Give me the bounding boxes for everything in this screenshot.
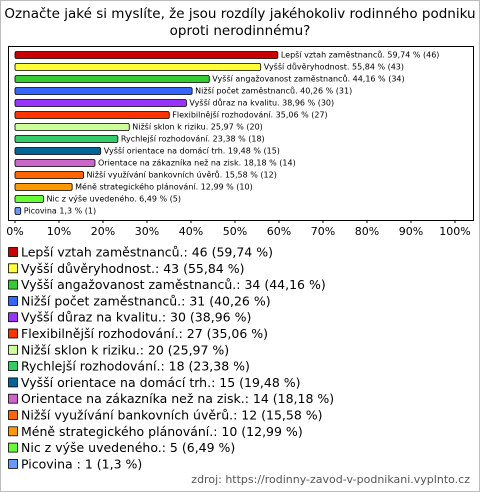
bar	[14, 87, 193, 95]
legend-swatch	[8, 344, 18, 355]
bar	[14, 195, 44, 203]
legend-label: Orientace na zákazníka než na zisk.: 14 …	[21, 391, 334, 406]
bar	[14, 75, 210, 83]
legend-swatch	[8, 328, 18, 339]
bar	[14, 63, 262, 71]
x-tick-label: 10%	[47, 225, 71, 238]
source: zdroj: https://rodinny-zavod-v-podnikani…	[191, 473, 470, 486]
legend-label: Nižší využívání bankovních úvěrů.: 12 (1…	[21, 408, 323, 423]
bar	[14, 51, 279, 59]
legend-label: Vyšší důvěryhodnost.: 43 (55,84 %)	[21, 261, 244, 276]
x-tick-label: 100%	[439, 225, 470, 238]
x-tick-label: 0%	[6, 225, 23, 238]
legend-label: Nižší sklon k riziku.: 20 (25,97 %)	[21, 342, 229, 357]
legend-label: Méně strategického plánování.: 10 (12,99…	[21, 424, 303, 439]
data-label: Nic z výše uvedeného. 6,49 % (5)	[47, 194, 181, 204]
x-tick-label: 40%	[179, 225, 203, 238]
data-label: Vyšší důraz na kvalitu. 38,96 % (30)	[189, 98, 334, 108]
legend-swatch	[8, 410, 18, 420]
legend-label: Vyšší důraz na kvalitu.: 30 (38,96 %)	[21, 310, 251, 325]
data-label: Nižší počet zaměstnanců. 40,26 % (31)	[195, 86, 352, 96]
x-tick-label: 80%	[355, 225, 379, 238]
legend-label: Picovina : 1 (1,3 %)	[21, 456, 142, 471]
legend-swatch	[8, 426, 18, 437]
data-label: Méně strategického plánování. 12,99 % (1…	[75, 182, 253, 192]
legend-label: Nic z výše uvedeného.: 5 (6,49 %)	[21, 440, 235, 455]
legend-label: Vyšší angažovanost zaměstnanců.: 34 (44,…	[21, 277, 326, 292]
legend-swatch	[8, 377, 18, 388]
data-label: Vyšší angažovanost zaměstnanců. 44,16 % …	[212, 74, 404, 84]
legend-swatch	[8, 263, 18, 274]
data-label: Picovina 1,3 % (1)	[24, 207, 96, 216]
bar	[14, 207, 22, 215]
legend-label: Rychlejší rozhodování.: 18 (23,38 %)	[21, 359, 250, 374]
bar	[14, 183, 73, 191]
legend-swatch	[8, 458, 18, 469]
bar	[14, 99, 187, 107]
data-label: Vyšší důvěryhodnost. 55,84 % (43)	[264, 62, 404, 72]
legend-swatch	[8, 442, 18, 453]
chart-title: oproti nerodinnému?	[170, 23, 311, 39]
bar	[14, 135, 119, 143]
x-tick-label: 30%	[135, 225, 159, 238]
data-label: Vyšší orientace na domácí trh. 19,48 % (…	[104, 146, 280, 156]
legend-label: Lepší vztah zaměstnanců.: 46 (59,74 %)	[21, 245, 273, 260]
data-label: Nižší sklon k riziku. 25,97 % (20)	[132, 122, 263, 132]
x-tick-label: 20%	[91, 225, 115, 238]
data-label: Orientace na zákazníka než na zisk. 18,1…	[98, 159, 296, 168]
x-tick-label: 50%	[223, 225, 247, 238]
chart-title: Označte jaké si myslíte, že jsou rozdíly…	[4, 6, 475, 22]
bar	[14, 111, 170, 119]
legend-swatch	[8, 361, 18, 372]
x-tick-label: 70%	[311, 225, 335, 238]
legend-swatch	[8, 295, 18, 306]
data-label: Nižší využívání bankovních úvěrů. 15,58 …	[87, 170, 277, 180]
data-label: Lepší vztah zaměstnanců. 59,74 % (46)	[281, 50, 440, 60]
legend-swatch	[8, 312, 18, 323]
legend-swatch	[8, 247, 18, 257]
bar	[14, 171, 84, 179]
x-tick-label: 90%	[399, 225, 423, 238]
bar	[14, 159, 96, 167]
legend-label: Flexibilnější rozhodování.: 27 (35,06 %)	[21, 326, 268, 341]
bar	[14, 123, 130, 131]
legend-label: Vyšší orientace na domácí trh.: 15 (19,4…	[21, 375, 301, 390]
legend-label: Nižší počet zaměstnanců.: 31 (40,26 %)	[21, 293, 271, 308]
legend-swatch	[8, 279, 18, 290]
x-tick-label: 60%	[267, 225, 291, 238]
data-label: Flexibilnější rozhodování. 35,06 % (27)	[172, 110, 327, 120]
data-label: Rychlejší rozhodování. 23,38 % (18)	[121, 134, 265, 144]
bar	[14, 147, 102, 155]
legend-swatch	[8, 393, 18, 404]
